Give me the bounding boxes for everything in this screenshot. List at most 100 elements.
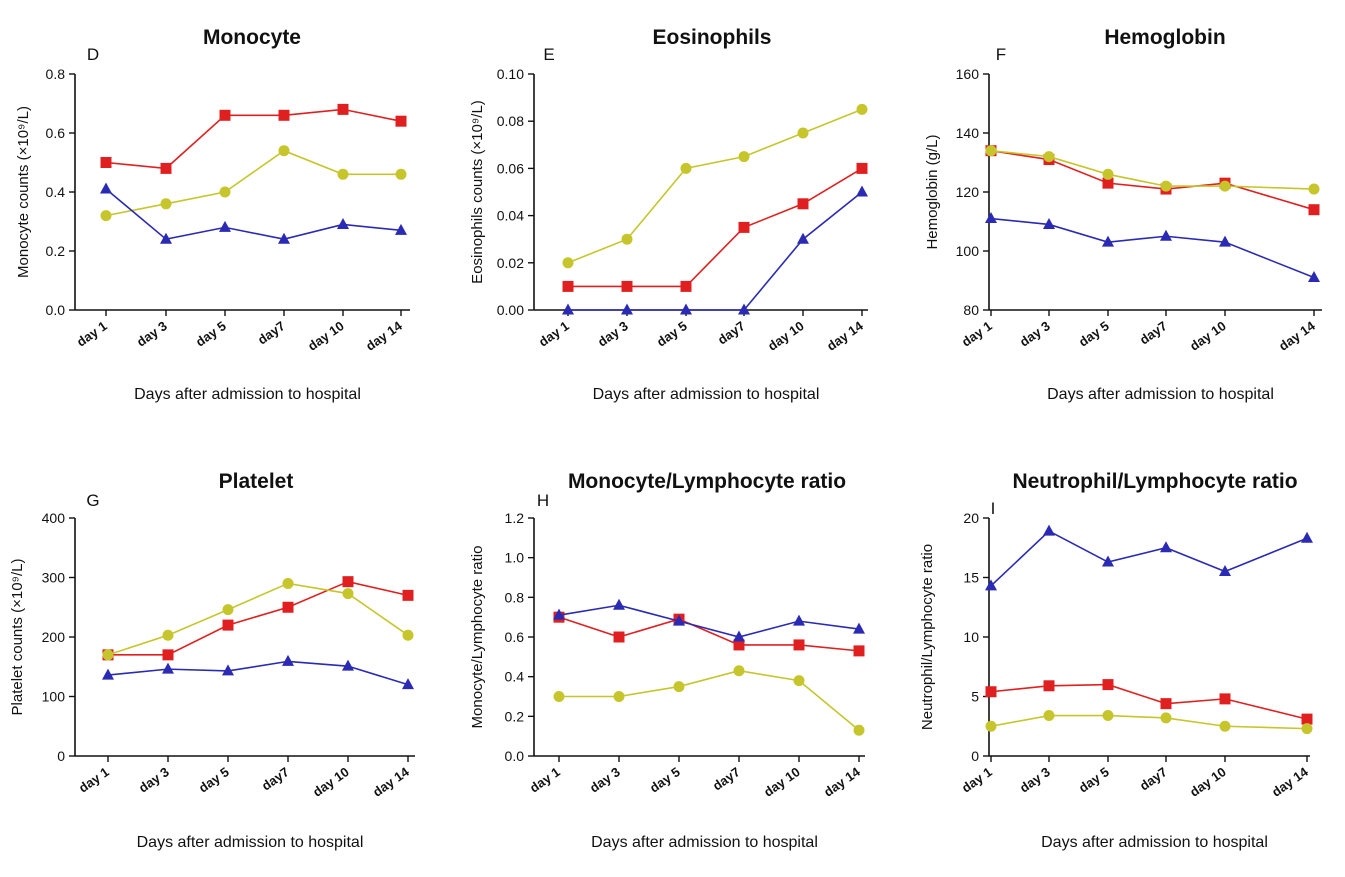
x-tick-label: day 5: [1076, 764, 1112, 795]
x-tick-label: day 1: [527, 764, 563, 795]
x-tick-label: day 14: [1269, 764, 1311, 800]
chart-title: Neutrophil/Lymphocyte ratio: [1012, 470, 1297, 493]
data-point-circle: [733, 665, 745, 677]
x-tick-label: day 10: [1187, 318, 1229, 354]
data-point-circle: [1301, 723, 1313, 735]
data-point-triangle: [1301, 531, 1313, 543]
data-point-circle: [1219, 180, 1231, 192]
data-point-circle: [673, 681, 685, 693]
data-point-square: [1043, 680, 1055, 692]
data-point-square: [222, 619, 234, 631]
x-tick-label: day 1: [959, 764, 995, 795]
data-point-square: [621, 280, 633, 292]
data-point-square: [797, 198, 809, 210]
data-point-triangle: [342, 659, 354, 671]
series-line: [108, 580, 409, 656]
panel-letter: E: [543, 45, 554, 64]
series-circle: [562, 103, 868, 269]
data-point-circle: [1043, 710, 1055, 722]
data-point-square: [1102, 177, 1114, 189]
x-tick-label: day 14: [821, 764, 863, 800]
data-point-triangle: [793, 614, 805, 626]
data-point-triangle: [733, 630, 745, 642]
data-point-triangle: [282, 654, 294, 666]
x-tick-label: day 5: [1076, 318, 1112, 349]
y-tick-label: 100: [956, 243, 980, 259]
data-point-circle: [402, 629, 414, 641]
y-tick-label: 0.4: [46, 184, 66, 200]
data-point-triangle: [162, 662, 174, 674]
data-point-circle: [797, 127, 809, 139]
data-point-circle: [1102, 168, 1114, 180]
series-line: [558, 604, 860, 638]
data-point-triangle: [613, 598, 625, 610]
data-point-triangle: [797, 232, 809, 244]
y-tick-label: 20: [963, 510, 979, 526]
x-tick-label: day 1: [76, 764, 112, 795]
data-point-triangle: [1102, 235, 1114, 247]
chart-panel-e: Eosinophils E 0.00 0.02 0.04 0.06 0.08 0.10 day …: [469, 26, 868, 403]
series-square: [562, 162, 868, 292]
data-point-triangle: [562, 303, 574, 315]
series-line: [568, 167, 863, 288]
y-tick-label: 140: [956, 125, 980, 141]
y-tick-label: 0.06: [497, 160, 524, 176]
data-point-triangle: [985, 212, 997, 224]
data-point-triangle: [222, 664, 234, 676]
series-circle: [102, 577, 414, 661]
y-axis-label: Eosinophils counts (×10⁹/L): [469, 100, 486, 284]
data-point-triangle: [1102, 555, 1114, 567]
data-point-triangle: [100, 182, 112, 194]
data-point-circle: [337, 168, 349, 180]
data-point-triangle: [102, 668, 114, 680]
data-point-triangle: [856, 185, 868, 197]
series-square: [985, 679, 1313, 725]
panel-letter: D: [87, 45, 99, 64]
y-tick-label: 100: [42, 689, 66, 705]
x-axis-label: Days after admission to hospital: [134, 386, 361, 403]
series-line: [105, 108, 402, 170]
x-tick-label: day 10: [310, 764, 352, 800]
series-square: [102, 576, 414, 661]
data-point-triangle: [1160, 541, 1172, 553]
x-axis-label: Days after admission to hospital: [591, 834, 818, 851]
data-point-square: [680, 280, 692, 292]
data-point-circle: [1043, 151, 1055, 163]
x-tick-label: day 10: [765, 318, 807, 354]
x-axis-label: Days after admission to hospital: [137, 834, 364, 851]
data-point-square: [853, 645, 865, 657]
data-point-square: [793, 639, 805, 651]
series-line: [558, 616, 860, 652]
x-tick-label: day 3: [587, 764, 623, 795]
y-tick-label: 0.04: [497, 208, 524, 224]
data-point-circle: [162, 629, 174, 641]
data-point-square: [1160, 698, 1172, 710]
x-tick-label: day 3: [595, 318, 631, 349]
data-point-square: [337, 103, 349, 115]
x-tick-label: day 5: [193, 318, 229, 349]
x-tick-label: day 10: [1187, 764, 1229, 800]
panel-letter: G: [86, 491, 99, 510]
chart-panel-g: Platelet G 0 100 200 300 400 day 1 day 3 day 5 day…: [9, 470, 415, 851]
series-circle: [985, 710, 1313, 735]
data-point-circle: [562, 257, 574, 269]
y-tick-label: 0.4: [505, 669, 525, 685]
data-point-circle: [395, 168, 407, 180]
y-axis-label: Platelet counts (×10⁹/L): [9, 559, 26, 716]
chart-title: Monocyte: [203, 26, 301, 49]
panel-letter: F: [996, 45, 1006, 64]
chart-title: Eosinophils: [652, 26, 771, 49]
y-tick-label: 0.2: [46, 243, 66, 259]
data-point-triangle: [673, 614, 685, 626]
y-tick-label: 0: [971, 748, 979, 764]
y-axis-label: Monocyte/Lymphocyte ratio: [469, 546, 486, 729]
series-line: [990, 217, 1315, 279]
data-point-triangle: [395, 223, 407, 235]
data-point-square: [856, 162, 868, 174]
y-tick-label: 0.00: [497, 302, 524, 318]
y-tick-label: 80: [963, 302, 979, 318]
y-tick-label: 120: [956, 184, 980, 200]
data-point-triangle: [1308, 271, 1320, 283]
series-line: [107, 660, 409, 686]
